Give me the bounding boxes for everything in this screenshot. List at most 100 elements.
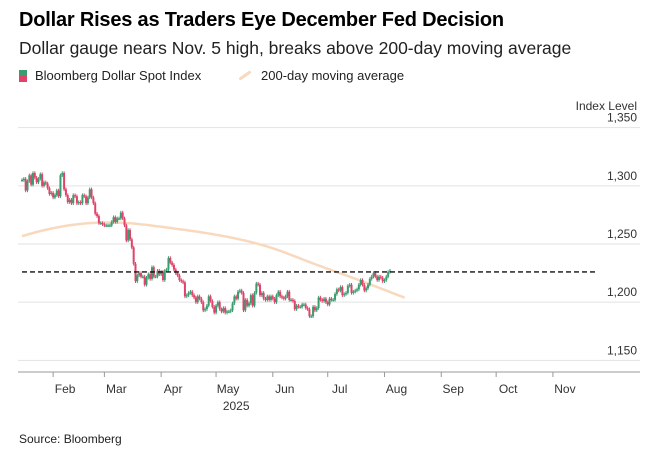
candle-body	[341, 287, 344, 296]
x-axis-year-label: 2025	[223, 399, 250, 413]
candle-body	[297, 305, 300, 307]
candle-body	[257, 283, 260, 285]
legend-candle-swatch	[19, 69, 27, 82]
candle-body	[335, 289, 338, 295]
candle-body	[156, 270, 159, 277]
x-tick-label: Jun	[275, 382, 294, 396]
candle-body	[105, 225, 108, 227]
candle-body	[121, 212, 124, 219]
y-tick-label: 1,350	[607, 111, 637, 125]
candles-layer	[21, 171, 391, 318]
candle-body	[268, 296, 271, 300]
candle-body	[75, 196, 78, 204]
candle-body	[313, 306, 316, 311]
candle-body	[35, 177, 38, 183]
candle-body	[31, 173, 34, 185]
candle-body	[85, 196, 88, 204]
candle-body	[209, 296, 212, 302]
candle-body	[264, 298, 267, 300]
candle-body	[37, 178, 40, 183]
candle-body	[216, 302, 219, 306]
candle-body	[350, 284, 353, 293]
moving-average-layer	[21, 221, 406, 299]
candle-body	[284, 296, 287, 299]
candle-body	[86, 197, 89, 204]
candle-body	[388, 270, 391, 272]
candle-body	[326, 302, 329, 305]
legend-item-index: Bloomberg Dollar Spot Index	[19, 68, 201, 83]
candle-body	[387, 271, 390, 277]
candle-body	[251, 295, 254, 306]
x-tick-label: Apr	[164, 382, 183, 396]
candle-body	[258, 284, 261, 296]
candle-body	[293, 301, 296, 310]
candle-body	[198, 296, 201, 299]
candle-body	[50, 192, 53, 194]
candle-body	[346, 285, 349, 293]
candle-body	[262, 292, 265, 299]
legend-item-ma: 200-day moving average	[238, 68, 404, 83]
x-tick-label: May	[217, 382, 240, 396]
candle-body	[233, 296, 236, 304]
candle-body	[304, 304, 307, 308]
candle-body	[246, 299, 249, 306]
candle-body	[79, 202, 82, 204]
candle-body	[185, 295, 188, 297]
candle-body	[191, 291, 194, 296]
x-tick-label: Sep	[443, 382, 465, 396]
candle-body	[70, 199, 73, 204]
candle-body	[317, 297, 320, 308]
candle-body	[63, 173, 66, 190]
candle-body	[165, 269, 168, 271]
candle-body	[154, 276, 157, 278]
y-tick-label: 1,150	[607, 343, 637, 357]
candle-body	[161, 271, 164, 281]
candle-body	[381, 277, 384, 282]
candle-body	[193, 295, 196, 298]
candle-body	[39, 174, 42, 179]
candle-body	[213, 306, 216, 313]
candle-body	[21, 180, 23, 182]
candle-body	[119, 212, 122, 219]
candle-body	[269, 296, 272, 300]
candle-body	[88, 189, 91, 198]
grid-layer	[18, 127, 640, 361]
candle-body	[308, 309, 311, 317]
candle-body	[227, 311, 230, 313]
candle-body	[150, 267, 153, 279]
candle-body	[361, 280, 364, 285]
candle-body	[143, 276, 146, 285]
candle-body	[52, 192, 55, 198]
legend-index-label: Bloomberg Dollar Spot Index	[35, 68, 202, 83]
x-tick-label: Aug	[386, 382, 407, 396]
candle-body	[253, 292, 256, 306]
candle-body	[368, 278, 371, 285]
candle-body	[295, 305, 298, 310]
candle-body	[277, 291, 280, 296]
y-tick-label: 1,300	[607, 169, 637, 183]
candle-body	[279, 291, 282, 297]
candle-body	[169, 257, 172, 263]
candle-body	[194, 297, 197, 303]
candle-body	[302, 304, 305, 306]
candle-body	[92, 197, 95, 204]
candle-body	[290, 299, 293, 302]
candle-body	[107, 225, 110, 227]
candle-body	[288, 291, 291, 300]
candle-body	[187, 292, 190, 296]
chart-subtitle: Dollar gauge nears Nov. 5 high, breaks a…	[19, 38, 572, 58]
candle-body	[385, 276, 388, 281]
candle-body	[77, 202, 80, 204]
candle-body	[183, 282, 186, 297]
candle-body	[222, 308, 225, 312]
candle-body	[180, 280, 183, 282]
legend-ma-label: 200-day moving average	[261, 68, 405, 83]
candle-body	[147, 274, 150, 278]
y-tick-label: 1,200	[607, 285, 637, 299]
x-tick-label: Feb	[55, 382, 76, 396]
candle-body	[97, 216, 100, 224]
candle-body	[291, 299, 294, 302]
candle-body	[178, 275, 181, 281]
candle-body	[30, 175, 33, 185]
candle-body	[127, 230, 130, 241]
